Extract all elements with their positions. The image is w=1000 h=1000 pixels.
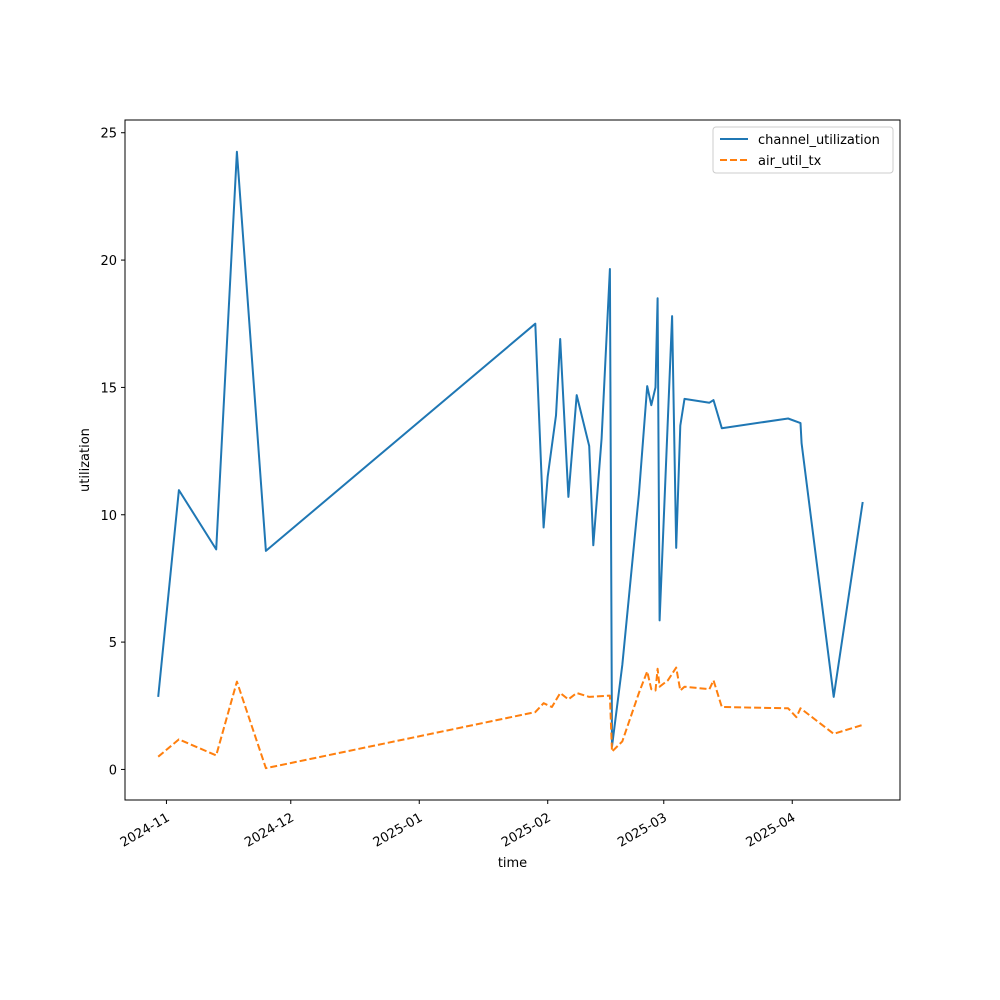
series-line-air_util_tx xyxy=(157,666,863,770)
legend-label-channel_utilization: channel_utilization xyxy=(758,133,880,148)
legend-label-air_util_tx: air_util_tx xyxy=(758,154,822,169)
legend: channel_utilization air_util_tx xyxy=(712,126,894,174)
y-tick-label: 5 xyxy=(109,636,117,651)
y-tick-label: 15 xyxy=(100,381,117,396)
y-tick-label: 20 xyxy=(100,254,117,269)
y-tick-label: 25 xyxy=(100,127,117,142)
y-tick-label: 10 xyxy=(100,509,117,524)
plot-frame xyxy=(124,119,901,801)
legend-box xyxy=(712,126,894,174)
y-axis-label: utilization xyxy=(78,428,93,492)
y-axis: 0 5 10 15 20 25 xyxy=(100,127,125,778)
series-layer xyxy=(157,150,864,770)
series-line-channel_utilization xyxy=(157,150,864,748)
x-axis-label: time xyxy=(498,856,527,871)
y-tick-label: 0 xyxy=(109,763,117,778)
